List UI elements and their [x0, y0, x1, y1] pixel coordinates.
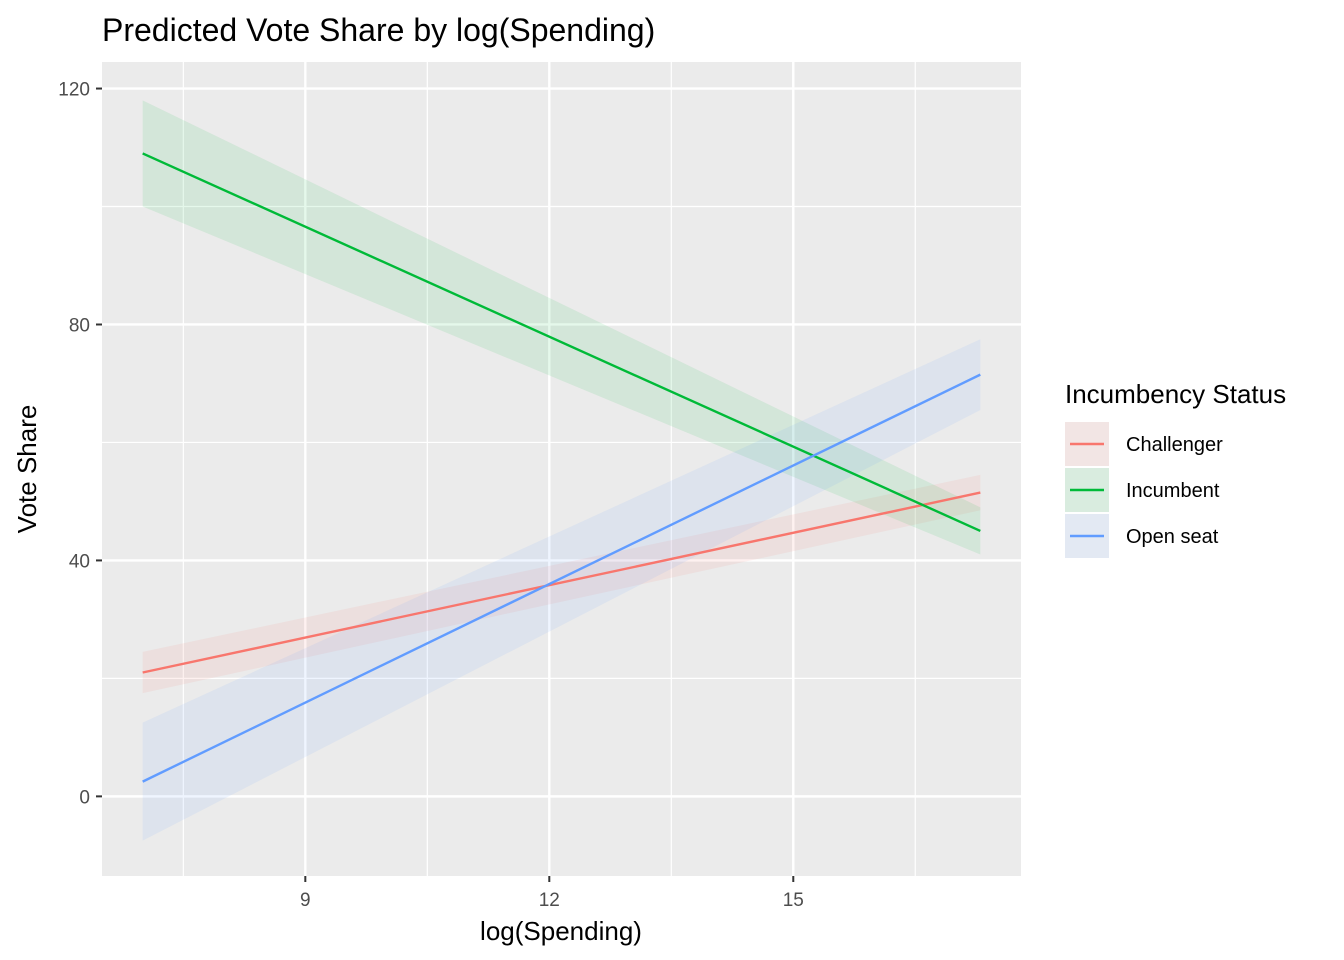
ribbon-challenger: [142, 474, 981, 694]
grid-minor: [102, 62, 1021, 876]
plot-panel: [102, 62, 1021, 876]
legend-label-incumbent: Incumbent: [1126, 480, 1220, 502]
confidence-ribbons: [142, 100, 981, 841]
legend-title: Incumbency Status: [1065, 379, 1286, 409]
x-tick-label: 12: [539, 890, 560, 911]
line-incumbent: [142, 152, 981, 533]
x-tick-label: 15: [783, 890, 804, 911]
series-lines: [142, 152, 981, 783]
y-tick-label: 40: [69, 551, 90, 572]
ribbon-open-seat: [142, 339, 981, 841]
legend: Incumbency Status Challenger Incumbent Ope…: [1065, 379, 1286, 558]
chart-title: Predicted Vote Share by log(Spending): [102, 12, 655, 48]
y-tick-label: 120: [58, 80, 90, 101]
y-axis-title: Vote Share: [12, 405, 42, 534]
y-axis-ticks: 0 40 80 120: [58, 80, 102, 808]
x-axis-ticks: 9 12 15: [300, 876, 804, 911]
x-tick-label: 9: [300, 890, 311, 911]
y-tick-label: 0: [79, 787, 90, 808]
ribbon-incumbent: [142, 100, 981, 555]
legend-label-challenger: Challenger: [1126, 434, 1223, 456]
legend-label-open-seat: Open seat: [1126, 526, 1219, 548]
grid-major: [102, 62, 1021, 876]
y-tick-label: 80: [69, 315, 90, 336]
line-open-seat: [142, 373, 981, 783]
line-challenger: [142, 491, 981, 674]
x-axis-title: log(Spending): [480, 916, 642, 946]
legend-items: Challenger Incumbent Open seat: [1065, 422, 1223, 558]
